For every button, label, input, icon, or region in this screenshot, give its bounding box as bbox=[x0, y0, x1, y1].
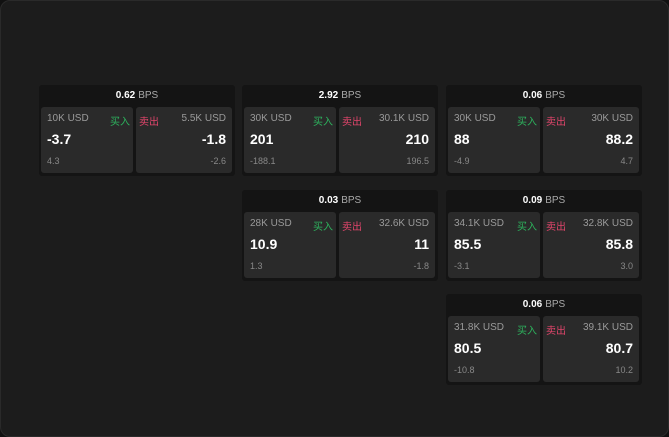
buy-price: 80.5 bbox=[454, 340, 482, 356]
spread-header: 2.92 BPS bbox=[242, 85, 438, 106]
sell-label: 卖出 bbox=[546, 222, 566, 233]
buy-change: -3.1 bbox=[454, 261, 470, 271]
sell-label: 卖出 bbox=[546, 326, 566, 337]
buy-price: 201 bbox=[250, 131, 274, 147]
buy-label: 买入 bbox=[110, 117, 130, 128]
sell-button[interactable]: 卖出 39.1K USD 80.7 10.2 bbox=[543, 316, 639, 382]
sell-change: 4.7 bbox=[620, 156, 633, 166]
buy-label: 买入 bbox=[313, 117, 333, 128]
sell-price: 11 bbox=[414, 236, 429, 252]
spread-unit: BPS bbox=[545, 299, 566, 310]
sell-button[interactable]: 卖出 30.1K USD 210 196.5 bbox=[339, 107, 435, 173]
price-widget: 0.06 BPS 30K USD 买入 88 -4.9 卖出 30K USD 88… bbox=[446, 85, 642, 176]
buy-label: 买入 bbox=[517, 117, 537, 128]
sell-price: 88.2 bbox=[605, 131, 633, 147]
sell-change: 10.2 bbox=[615, 365, 633, 375]
buy-size: 30K USD bbox=[250, 113, 292, 124]
buy-button[interactable]: 30K USD 买入 201 -188.1 bbox=[244, 107, 336, 173]
buy-price: -3.7 bbox=[47, 131, 72, 147]
buy-change: -10.8 bbox=[454, 365, 475, 375]
price-widget: 0.62 BPS 10K USD 买入 -3.7 4.3 卖出 5.5K USD … bbox=[39, 85, 235, 176]
buy-button[interactable]: 28K USD 买入 10.9 1.3 bbox=[244, 212, 336, 278]
spread-unit: BPS bbox=[545, 90, 566, 101]
spread-value: 0.06 bbox=[522, 299, 543, 310]
spread-value: 0.06 bbox=[522, 90, 543, 101]
spread-unit: BPS bbox=[341, 90, 362, 101]
sell-change: -1.8 bbox=[413, 261, 429, 271]
buy-label: 买入 bbox=[517, 222, 537, 233]
buy-button[interactable]: 31.8K USD 买入 80.5 -10.8 bbox=[448, 316, 540, 382]
sell-size: 39.1K USD bbox=[582, 322, 633, 333]
spread-header: 0.03 BPS bbox=[242, 190, 438, 211]
spread-header: 0.62 BPS bbox=[39, 85, 235, 106]
spread-header: 0.06 BPS bbox=[446, 85, 642, 106]
spread-value: 0.03 bbox=[318, 195, 339, 206]
buy-size: 30K USD bbox=[454, 113, 496, 124]
sell-size: 32.6K USD bbox=[378, 218, 429, 229]
sell-change: 196.5 bbox=[406, 156, 429, 166]
sell-label: 卖出 bbox=[342, 117, 362, 128]
price-widget: 2.92 BPS 30K USD 买入 201 -188.1 卖出 30.1K U… bbox=[242, 85, 438, 176]
price-widget: 0.09 BPS 34.1K USD 买入 85.5 -3.1 卖出 32.8K … bbox=[446, 190, 642, 281]
buy-size: 28K USD bbox=[250, 218, 292, 229]
buy-change: -188.1 bbox=[250, 156, 276, 166]
buy-size: 34.1K USD bbox=[454, 218, 505, 229]
spread-unit: BPS bbox=[545, 195, 566, 206]
buy-price: 85.5 bbox=[454, 236, 482, 252]
sell-button[interactable]: 卖出 30K USD 88.2 4.7 bbox=[543, 107, 639, 173]
spread-value: 2.92 bbox=[318, 90, 339, 101]
buy-button[interactable]: 30K USD 买入 88 -4.9 bbox=[448, 107, 540, 173]
sell-label: 卖出 bbox=[546, 117, 566, 128]
spread-value: 0.62 bbox=[115, 90, 136, 101]
spread-value: 0.09 bbox=[522, 195, 543, 206]
sell-label: 卖出 bbox=[139, 117, 159, 128]
price-widget: 0.03 BPS 28K USD 买入 10.9 1.3 卖出 32.6K USD… bbox=[242, 190, 438, 281]
buy-change: 1.3 bbox=[250, 261, 263, 271]
spread-unit: BPS bbox=[138, 90, 159, 101]
sell-price: 85.8 bbox=[605, 236, 633, 252]
buy-label: 买入 bbox=[313, 222, 333, 233]
sell-price: 80.7 bbox=[605, 340, 633, 356]
buy-size: 31.8K USD bbox=[454, 322, 505, 333]
sell-change: -2.6 bbox=[210, 156, 226, 166]
sell-price: 210 bbox=[405, 131, 429, 147]
sell-label: 卖出 bbox=[342, 222, 362, 233]
spread-header: 0.06 BPS bbox=[446, 294, 642, 315]
spread-header: 0.09 BPS bbox=[446, 190, 642, 211]
buy-price: 10.9 bbox=[250, 236, 278, 252]
price-widget: 0.06 BPS 31.8K USD 买入 80.5 -10.8 卖出 39.1K… bbox=[446, 294, 642, 385]
spread-unit: BPS bbox=[341, 195, 362, 206]
sell-button[interactable]: 卖出 32.6K USD 11 -1.8 bbox=[339, 212, 435, 278]
buy-price: 88 bbox=[454, 131, 470, 147]
sell-price: -1.8 bbox=[201, 131, 226, 147]
buy-button[interactable]: 10K USD 买入 -3.7 4.3 bbox=[41, 107, 133, 173]
buy-change: -4.9 bbox=[454, 156, 470, 166]
buy-size: 10K USD bbox=[47, 113, 89, 124]
sell-size: 30.1K USD bbox=[378, 113, 429, 124]
sell-size: 5.5K USD bbox=[181, 113, 226, 124]
sell-size: 30K USD bbox=[591, 113, 633, 124]
sell-size: 32.8K USD bbox=[582, 218, 633, 229]
buy-button[interactable]: 34.1K USD 买入 85.5 -3.1 bbox=[448, 212, 540, 278]
sell-button[interactable]: 卖出 32.8K USD 85.8 3.0 bbox=[543, 212, 639, 278]
buy-change: 4.3 bbox=[47, 156, 60, 166]
buy-label: 买入 bbox=[517, 326, 537, 337]
sell-change: 3.0 bbox=[620, 261, 633, 271]
sell-button[interactable]: 卖出 5.5K USD -1.8 -2.6 bbox=[136, 107, 232, 173]
